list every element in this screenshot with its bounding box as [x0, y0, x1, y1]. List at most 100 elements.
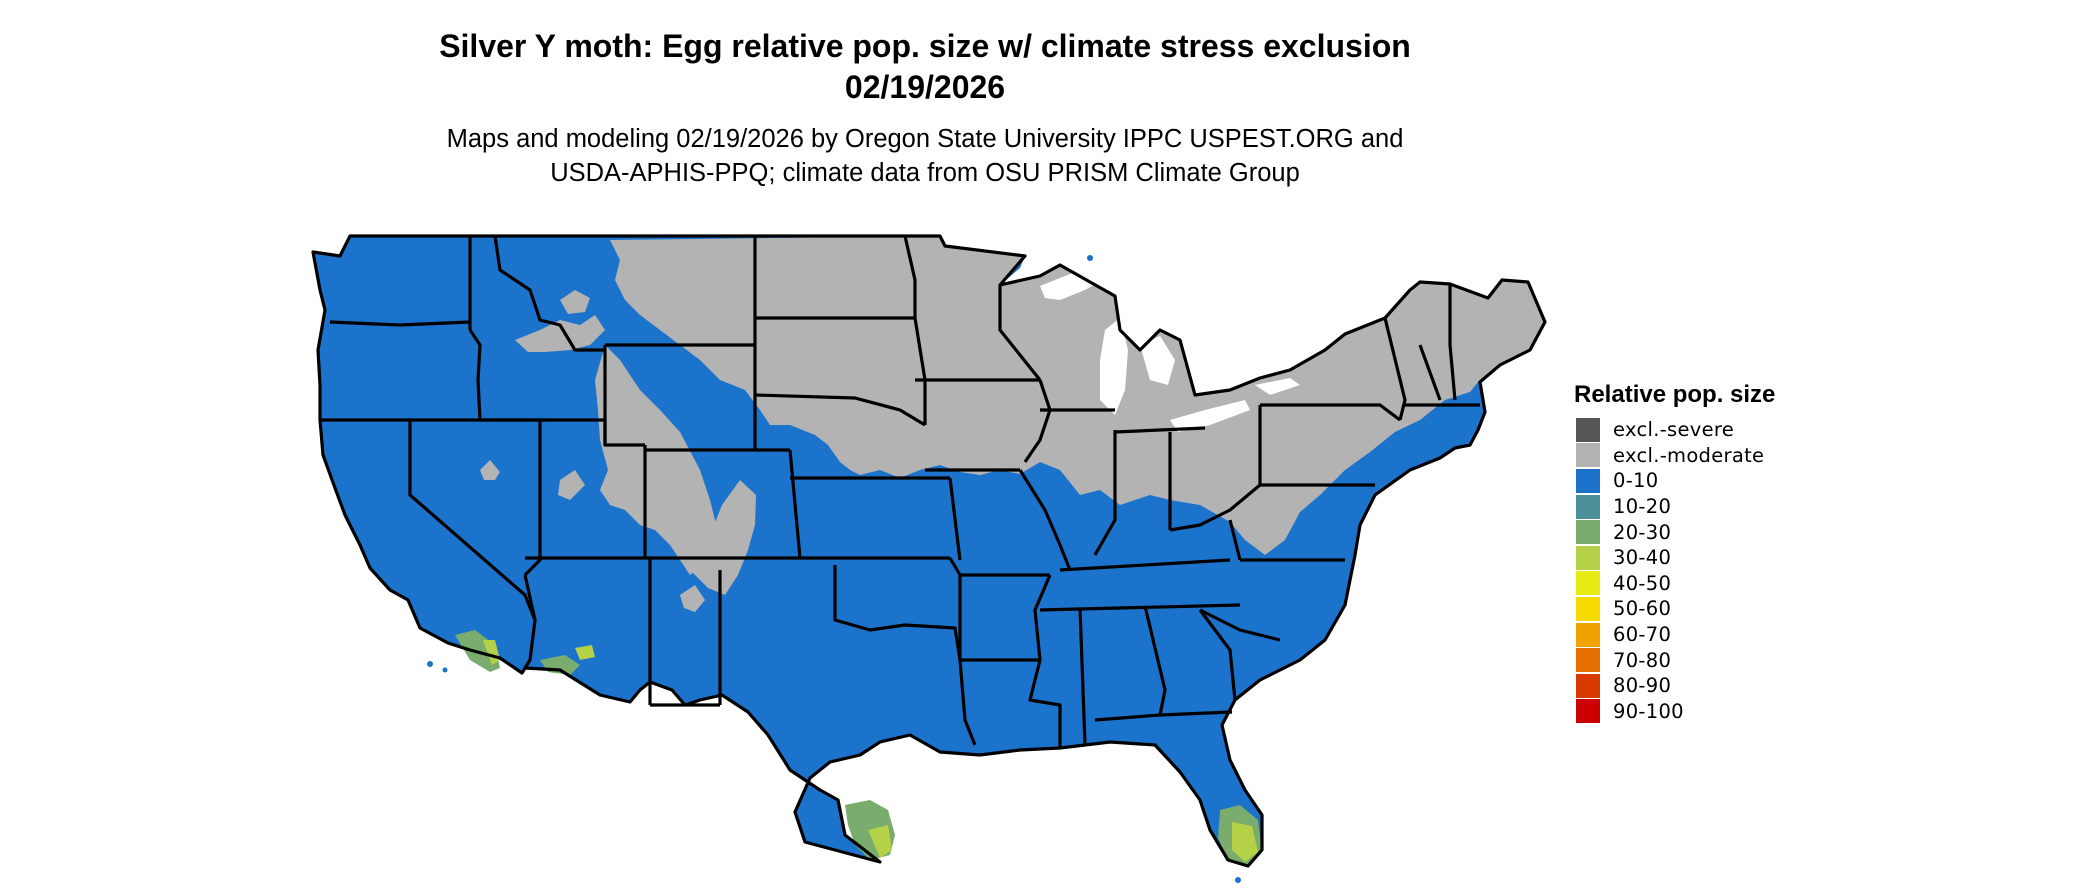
grey-region-colorado-peaks — [690, 480, 756, 595]
border-id-mt — [493, 235, 605, 352]
border-la-tx — [958, 659, 977, 746]
legend-swatch — [1576, 494, 1600, 519]
legend-swatch — [1576, 699, 1600, 724]
hotspot-southern-california-core — [483, 640, 500, 665]
lake-michigan — [1100, 318, 1128, 415]
border-nc-sc — [1199, 608, 1281, 642]
island-1 — [427, 661, 433, 667]
hotspot-florida-core — [1232, 822, 1258, 862]
border-ok-tx — [833, 565, 962, 661]
legend-swatch — [1576, 443, 1600, 468]
border-nv-ut — [523, 420, 542, 577]
legend-label: 10-20 — [1613, 495, 1672, 519]
legend-swatch — [1576, 648, 1600, 673]
border-mi-in-oh — [1114, 426, 1206, 434]
legend-item: 80-90 — [1576, 673, 1775, 699]
legend-swatch — [1576, 673, 1600, 698]
island-keys — [1235, 877, 1241, 883]
border-ky-va — [1228, 519, 1242, 561]
legend-swatch — [1576, 520, 1600, 545]
border-ky-tn — [1059, 558, 1231, 572]
grey-region-nevada-spot — [480, 460, 500, 480]
border-ny-ne — [1383, 317, 1407, 421]
border-tn-south — [1039, 603, 1241, 612]
legend-item: 90-100 — [1576, 699, 1775, 725]
legend-swatch — [1576, 622, 1600, 647]
coastal-islands — [427, 255, 1241, 883]
map-subtitle: Maps and modeling 02/19/2026 by Oregon S… — [0, 122, 1850, 190]
border-la-ms — [1028, 659, 1062, 748]
legend-swatch — [1576, 596, 1600, 621]
lake-huron — [1140, 336, 1175, 385]
grey-region-montana-mountains — [560, 290, 590, 314]
legend-label: 40-50 — [1613, 571, 1672, 595]
border-ca-nv — [408, 420, 537, 621]
state-boundaries — [311, 234, 1547, 868]
legend-label: 0-10 — [1613, 469, 1659, 493]
border-co-east — [788, 449, 802, 559]
hotspot-south-texas-core — [868, 825, 892, 858]
legend-title: Relative pop. size — [1574, 381, 1776, 408]
legend-label: 20-30 — [1613, 520, 1672, 544]
border-nh-me — [1448, 285, 1457, 401]
legend-swatch — [1576, 468, 1600, 493]
border-mn-wi — [998, 285, 1042, 381]
lake-ontario — [1255, 378, 1300, 395]
legend-label: excl.-moderate — [1613, 443, 1765, 467]
border-dakotas-mn — [903, 235, 927, 425]
border-ks-mo — [948, 477, 962, 561]
legend-swatch — [1576, 545, 1600, 570]
border-il-in — [1093, 430, 1117, 556]
legend: Relative pop. size excl.-severe excl.-mo… — [1574, 380, 1776, 724]
legend-label: 80-90 — [1613, 674, 1672, 698]
border-az-ca — [523, 574, 537, 669]
legend-item: 40-50 — [1576, 571, 1775, 597]
legend-label: 30-40 — [1613, 546, 1672, 570]
legend-items: excl.-severe excl.-moderate 0-10 10-20 2… — [1576, 417, 1775, 724]
legend-swatch — [1576, 417, 1600, 442]
lake-erie — [1170, 400, 1250, 432]
title-line-2: 02/19/2026 — [844, 69, 1006, 105]
grey-region-idaho-montana — [515, 315, 605, 352]
legend-label: 90-100 — [1613, 699, 1684, 723]
legend-item: 0-10 — [1576, 468, 1775, 494]
grey-region-newmexico-spot — [680, 585, 705, 612]
grey-region-northcentral-northeast — [610, 236, 1545, 555]
legend-item: excl.-severe — [1576, 417, 1775, 443]
grey-region-wyoming — [595, 345, 720, 575]
subtitle-line-1: Maps and modeling 02/19/2026 by Oregon S… — [446, 125, 1404, 153]
legend-item: excl.-moderate — [1576, 443, 1775, 469]
border-ga-sc — [1198, 609, 1237, 701]
legend-item: 70-80 — [1576, 647, 1775, 673]
legend-item: 60-70 — [1576, 622, 1775, 648]
border-ga-fl — [1094, 710, 1233, 722]
border-ne-sd — [754, 393, 926, 427]
map-title: Silver Y moth: Egg relative pop. size w/… — [0, 26, 1850, 108]
us-outline — [311, 234, 1547, 868]
border-al-ga — [1143, 605, 1167, 716]
legend-item: 10-20 — [1576, 494, 1775, 520]
grey-region-utah-spot — [558, 470, 585, 500]
hotspot-arizona-2 — [575, 645, 595, 660]
border-ok-east — [948, 557, 962, 660]
border-or-id — [468, 329, 482, 421]
border-ar-east — [1033, 574, 1052, 661]
legend-label: 50-60 — [1613, 597, 1672, 621]
border-ms-al — [1078, 607, 1087, 746]
legend-item: 50-60 — [1576, 596, 1775, 622]
title-line-1: Silver Y moth: Egg relative pop. size w/… — [439, 28, 1411, 64]
border-id-nv-ut — [480, 418, 645, 447]
border-vt-nh — [1418, 344, 1442, 401]
border-pa-ny — [1260, 403, 1401, 422]
legend-label: 70-80 — [1613, 648, 1672, 672]
legend-item: 20-30 — [1576, 519, 1775, 545]
island-isle-royale — [1087, 255, 1093, 261]
us-map — [311, 234, 1547, 883]
island-2 — [442, 667, 448, 673]
legend-item: 30-40 — [1576, 545, 1775, 571]
legend-label: 60-70 — [1613, 623, 1672, 647]
legend-label: excl.-severe — [1613, 418, 1735, 442]
border-wa-or — [329, 320, 471, 327]
lake-superior — [1040, 268, 1110, 300]
border-oh-wv-ky — [1169, 483, 1262, 532]
